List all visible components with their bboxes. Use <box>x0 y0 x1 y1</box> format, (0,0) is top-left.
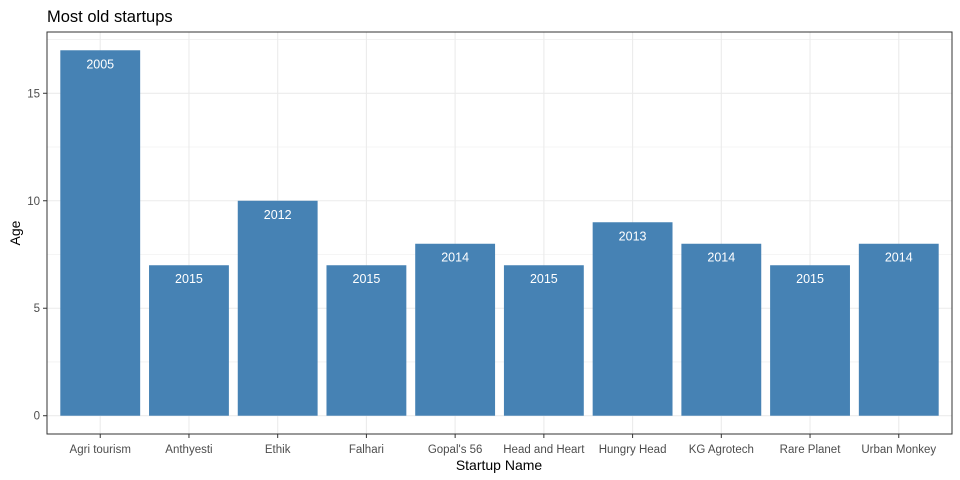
bar-label-9: 2015 <box>796 272 824 286</box>
x-tick-label: Ethik <box>265 444 291 456</box>
y-tick-label: 10 <box>27 196 40 208</box>
x-tick-label: Gopal's 56 <box>428 444 483 456</box>
bar-label-5: 2014 <box>441 251 469 265</box>
x-tick-label: Agri tourism <box>70 444 131 456</box>
bar-label-10: 2014 <box>885 251 913 265</box>
bar-label-8: 2014 <box>707 251 735 265</box>
bar-2 <box>149 265 229 416</box>
y-tick-label: 5 <box>34 303 40 315</box>
plot-panel: 2005 2015 2012 2015 2014 2015 2013 2014 2015 2014… <box>27 31 953 456</box>
x-tick-label: Urban Monkey <box>861 444 936 456</box>
x-tick-label: Rare Planet <box>780 444 842 456</box>
x-tick-label: KG Agrotech <box>689 444 754 456</box>
bar-label-1: 2005 <box>86 57 114 71</box>
y-axis-title: Age <box>7 220 23 245</box>
bar-1 <box>60 50 141 416</box>
bar-6 <box>503 265 584 416</box>
bar-label-2: 2015 <box>175 272 203 286</box>
x-axis-title: Startup Name <box>456 457 543 473</box>
panel-border <box>46 31 953 435</box>
bar-label-3: 2012 <box>264 208 292 222</box>
y-tick-label: 0 <box>34 411 40 423</box>
x-tick-label: Anthyesti <box>165 444 212 456</box>
bar-label-7: 2013 <box>619 229 647 243</box>
bar-7 <box>592 222 673 416</box>
x-tick-label: Falhari <box>349 444 384 456</box>
bar-label-6: 2015 <box>530 272 558 286</box>
bar-8 <box>681 243 762 416</box>
bar-9 <box>770 265 850 416</box>
bar-10 <box>858 243 939 416</box>
bar-3 <box>237 200 318 416</box>
x-tick-label: Hungry Head <box>599 444 667 456</box>
x-tick-label: Head and Heart <box>503 444 585 456</box>
bar-label-4: 2015 <box>353 272 381 286</box>
y-tick-label: 15 <box>27 88 40 100</box>
chart-title: Most old startups <box>47 8 173 26</box>
bar-4 <box>326 265 407 416</box>
bar-5 <box>415 243 496 416</box>
